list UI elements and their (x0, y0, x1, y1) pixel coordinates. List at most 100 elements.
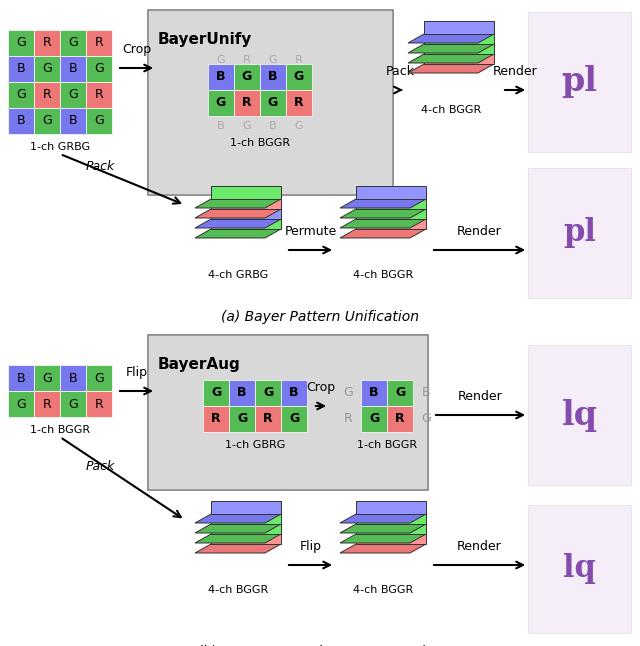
Bar (260, 64, 286, 90)
Bar (60, 56, 86, 82)
FancyBboxPatch shape (528, 12, 631, 152)
Bar (34, 391, 60, 417)
Text: R: R (243, 55, 251, 65)
Polygon shape (211, 501, 281, 514)
Text: 4-ch BGGR: 4-ch BGGR (353, 585, 413, 595)
Polygon shape (211, 511, 281, 524)
Bar (86, 56, 112, 82)
Bar (34, 56, 60, 82)
Text: B: B (289, 386, 299, 399)
Bar (86, 365, 112, 391)
Polygon shape (356, 196, 426, 209)
Text: Flip: Flip (125, 366, 147, 379)
Polygon shape (340, 229, 426, 238)
Polygon shape (211, 521, 281, 534)
Text: R: R (43, 37, 51, 50)
Text: pl: pl (563, 218, 596, 249)
Text: G: G (369, 413, 379, 426)
Polygon shape (424, 51, 494, 64)
Polygon shape (195, 209, 281, 218)
Bar (203, 380, 229, 406)
Text: pl: pl (561, 65, 598, 98)
Text: R: R (95, 397, 104, 410)
Text: G: G (68, 397, 78, 410)
Text: G: G (16, 89, 26, 101)
FancyBboxPatch shape (528, 505, 631, 633)
Text: B: B (217, 121, 225, 131)
Polygon shape (408, 34, 494, 43)
Bar (255, 406, 281, 432)
Text: R: R (294, 96, 304, 110)
Bar (387, 380, 413, 406)
Bar (281, 380, 307, 406)
Polygon shape (195, 199, 281, 208)
Polygon shape (356, 186, 426, 199)
Polygon shape (340, 219, 426, 228)
Text: Render: Render (457, 540, 502, 553)
Polygon shape (195, 534, 281, 543)
Bar (361, 406, 387, 432)
Bar (281, 406, 307, 432)
Text: R: R (211, 413, 221, 426)
Text: R: R (95, 37, 104, 50)
Bar (86, 82, 112, 108)
Text: G: G (294, 121, 303, 131)
Text: B: B (17, 63, 26, 76)
Text: BayerAug: BayerAug (158, 357, 241, 372)
Text: G: G (237, 413, 247, 426)
Bar (60, 82, 86, 108)
Text: G: G (395, 386, 405, 399)
Text: G: G (269, 55, 277, 65)
Text: (a) Bayer Pattern Unification: (a) Bayer Pattern Unification (221, 310, 419, 324)
Bar (34, 30, 60, 56)
Text: G: G (68, 89, 78, 101)
Bar (234, 90, 260, 116)
Polygon shape (424, 41, 494, 54)
Bar (8, 82, 34, 108)
Bar (8, 365, 34, 391)
Bar (361, 380, 387, 406)
Polygon shape (195, 219, 281, 228)
Bar (8, 56, 34, 82)
Text: 4-ch BGGR: 4-ch BGGR (208, 585, 268, 595)
Bar (229, 380, 255, 406)
Text: B: B (68, 371, 77, 384)
Text: G: G (211, 386, 221, 399)
Bar (86, 30, 112, 56)
Text: G: G (343, 386, 353, 399)
Text: R: R (295, 55, 303, 65)
Bar (8, 30, 34, 56)
Text: G: G (94, 63, 104, 76)
Text: Pack: Pack (386, 65, 415, 78)
Text: G: G (16, 37, 26, 50)
Text: 4-ch BGGR: 4-ch BGGR (353, 270, 413, 280)
Bar (203, 406, 229, 432)
Polygon shape (211, 531, 281, 544)
Bar (60, 391, 86, 417)
Polygon shape (195, 524, 281, 533)
Bar (60, 30, 86, 56)
Polygon shape (408, 44, 494, 53)
Bar (255, 380, 281, 406)
Text: R: R (344, 413, 353, 426)
Text: 1-ch BGGR: 1-ch BGGR (357, 440, 417, 450)
Bar (8, 391, 34, 417)
Polygon shape (195, 514, 281, 523)
Text: R: R (242, 96, 252, 110)
Text: R: R (43, 89, 51, 101)
Text: Pack: Pack (85, 160, 115, 174)
Text: Crop: Crop (307, 381, 335, 394)
Text: 1-ch GBRG: 1-ch GBRG (225, 440, 285, 450)
Text: 4-ch BGGR: 4-ch BGGR (421, 105, 481, 115)
FancyBboxPatch shape (528, 345, 631, 485)
Text: B: B (68, 114, 77, 127)
Polygon shape (340, 199, 426, 208)
Polygon shape (424, 31, 494, 44)
FancyBboxPatch shape (148, 10, 393, 195)
Text: G: G (268, 96, 278, 110)
Bar (208, 64, 234, 90)
Bar (86, 108, 112, 134)
Polygon shape (340, 524, 426, 533)
Polygon shape (356, 216, 426, 229)
Text: G: G (242, 70, 252, 83)
